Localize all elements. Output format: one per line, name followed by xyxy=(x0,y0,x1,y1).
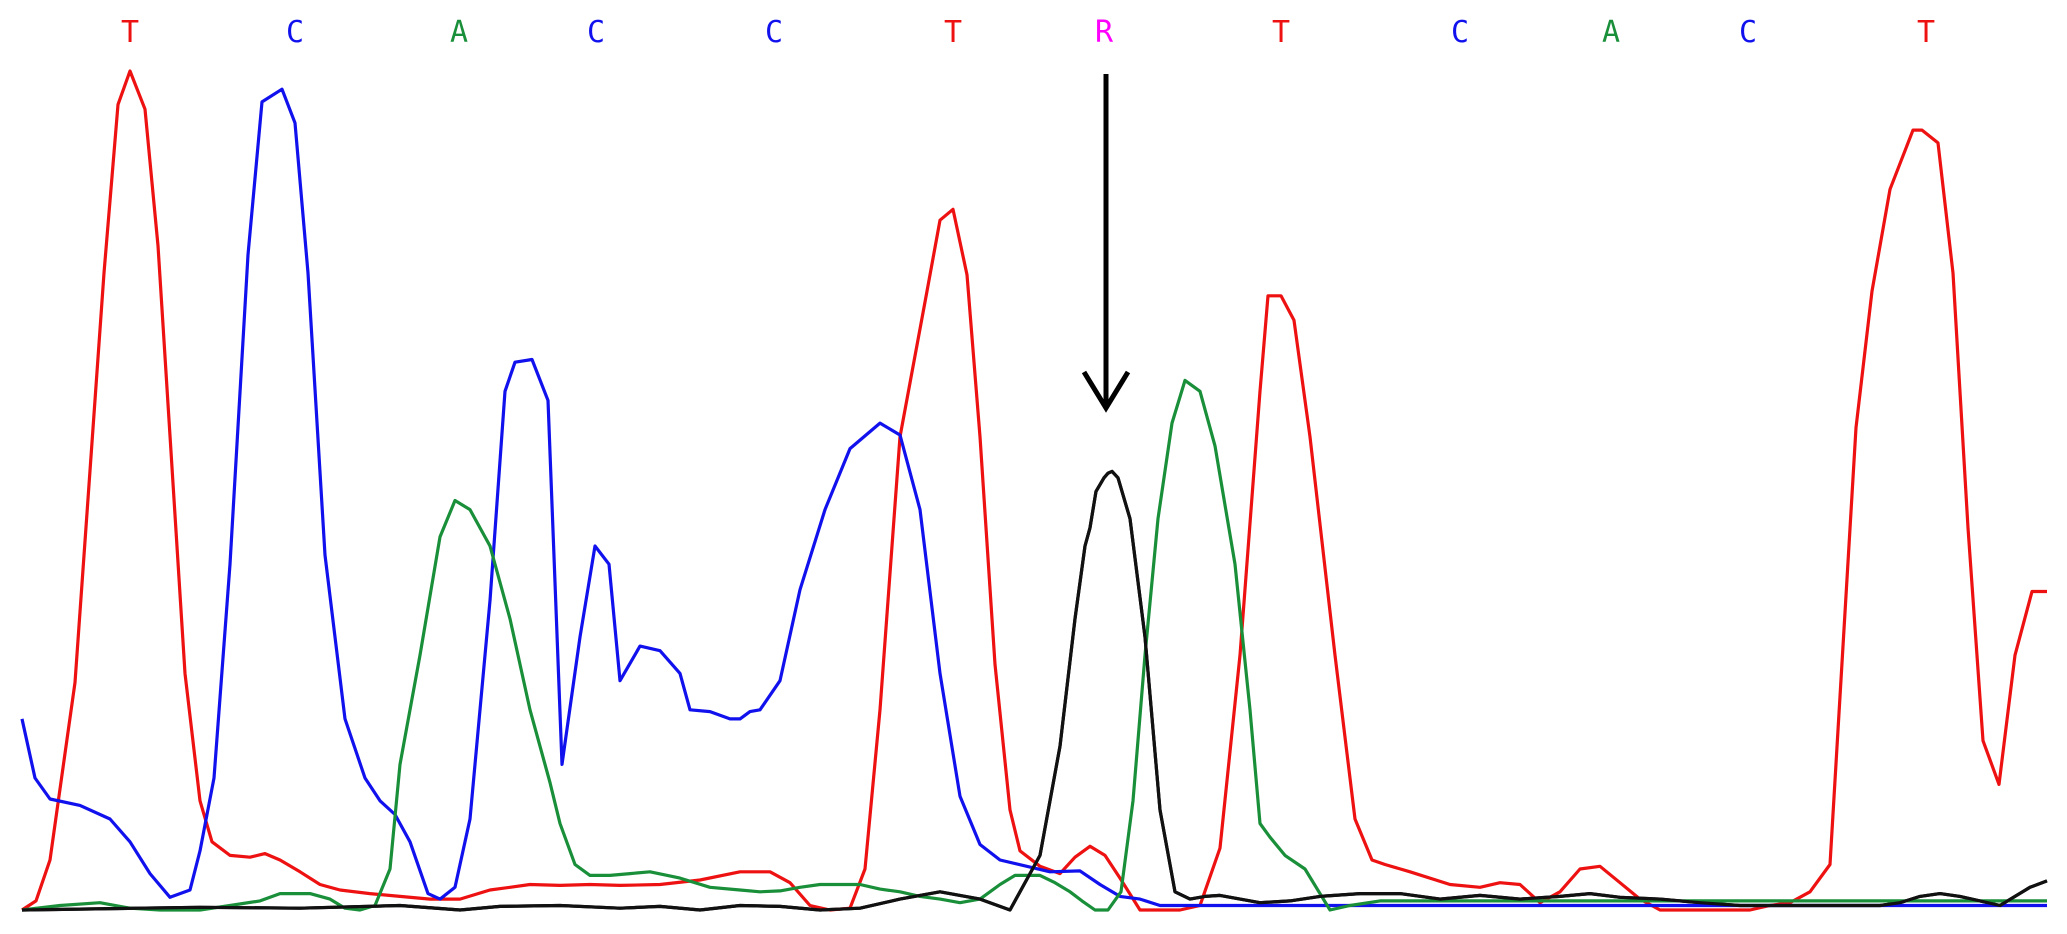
base-call-label: T xyxy=(944,15,962,50)
base-call-label: A xyxy=(450,15,468,50)
trace-layer xyxy=(20,69,2048,912)
base-call-label: C xyxy=(587,15,605,50)
variant-arrow-icon xyxy=(1081,74,1131,413)
trace-T xyxy=(21,69,2047,912)
trace-G xyxy=(21,469,2048,912)
base-call-label: T xyxy=(1917,15,1935,50)
base-call-label: C xyxy=(286,15,304,50)
base-call-label: C xyxy=(765,15,783,50)
base-call-label: C xyxy=(1451,15,1469,50)
base-call-label: C xyxy=(1739,15,1757,50)
base-call-label: A xyxy=(1602,15,1620,50)
base-call-label: R xyxy=(1095,15,1114,50)
trace-C xyxy=(20,87,2047,908)
trace-A xyxy=(21,378,2047,912)
base-call-label: T xyxy=(121,15,139,50)
variant-arrow-head xyxy=(1081,370,1131,413)
base-call-label: T xyxy=(1272,15,1290,50)
trace-G-overlay xyxy=(21,469,2048,912)
